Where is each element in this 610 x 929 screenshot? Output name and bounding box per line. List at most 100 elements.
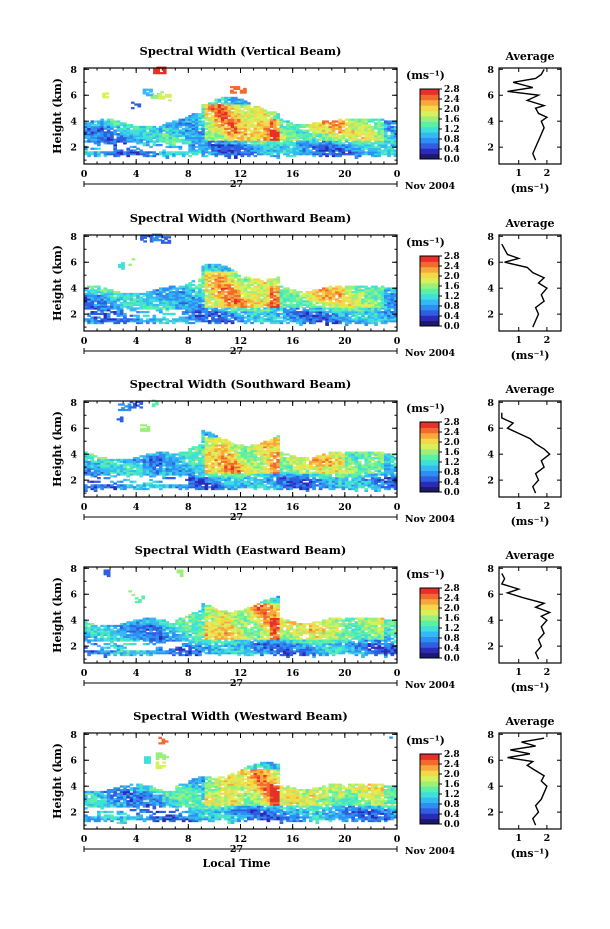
heatmap-cell: [97, 303, 101, 306]
heatmap-cell: [312, 142, 316, 145]
heatmap-cell: [230, 153, 235, 156]
heatmap-cell: [390, 307, 395, 310]
heatmap-cell: [165, 140, 170, 143]
heatmap-cell: [367, 131, 372, 134]
heatmap-cell: [380, 125, 385, 129]
heatmap-cell: [90, 462, 95, 465]
heatmap-cell: [256, 147, 261, 150]
heatmap-cell: [357, 129, 362, 132]
heatmap-cell: [142, 305, 147, 308]
heatmap-cell: [211, 301, 215, 305]
heatmap-cell: [256, 303, 261, 306]
heatmap-cell: [260, 292, 264, 296]
heatmap-cell: [338, 124, 342, 127]
heatmap-cell: [90, 151, 95, 154]
heatmap-cell: [194, 145, 199, 149]
heatmap-cell: [110, 300, 114, 303]
heatmap-cell: [97, 301, 101, 305]
heatmap-cell: [380, 151, 385, 154]
heatmap-cell: [139, 149, 144, 152]
heatmap-cell: [217, 272, 222, 276]
heatmap-cell: [312, 316, 316, 319]
heatmap-cell: [393, 125, 398, 129]
heatmap-cell: [211, 102, 215, 105]
heatmap-cell: [188, 484, 192, 487]
heatmap-cell: [354, 122, 359, 125]
heatmap-cell: [204, 453, 209, 456]
heatmap-cell: [178, 301, 183, 305]
heatmap-cell: [308, 311, 313, 314]
heatmap-cell: [269, 291, 274, 294]
heatmap-cell: [354, 151, 359, 154]
heatmap-cell: [152, 129, 157, 132]
heatmap-cell: [162, 477, 166, 480]
heatmap-cell: [338, 307, 342, 310]
heatmap-cell: [273, 122, 277, 125]
heatmap-cell: [97, 154, 101, 158]
heatmap-cell: [194, 122, 199, 125]
heatmap-cell: [250, 144, 254, 147]
heatmap-cell: [110, 471, 114, 474]
heatmap-cell: [322, 153, 326, 156]
heatmap-cell: [93, 469, 98, 472]
heatmap-cell: [260, 118, 264, 121]
heatmap-cell: [194, 478, 199, 482]
heatmap-cell: [354, 145, 359, 149]
heatmap-cell: [158, 296, 163, 299]
heatmap-cell: [214, 486, 219, 489]
heatmap-cell: [227, 303, 232, 306]
heatmap-cell: [198, 151, 202, 154]
heatmap-cell: [103, 305, 108, 308]
heatmap-cell: [279, 133, 284, 136]
heatmap-cell: [165, 320, 170, 323]
heatmap-cell: [227, 154, 232, 158]
heatmap-cell: [207, 433, 212, 436]
heatmap-cell: [129, 294, 134, 297]
heatmap-cell: [364, 296, 369, 299]
heatmap-cell: [93, 318, 98, 321]
heatmap-cell: [162, 127, 166, 130]
heatmap-cell: [168, 125, 173, 129]
heatmap-cell: [390, 147, 395, 150]
heatmap-cell: [243, 145, 248, 149]
heatmap-cell: [253, 107, 258, 110]
heatmap-cell: [322, 318, 326, 321]
heatmap-cell: [220, 453, 225, 456]
heatmap-cell: [172, 312, 176, 316]
heatmap-cell: [198, 296, 202, 299]
heatmap-cell: [227, 147, 232, 150]
heatmap-cell: [325, 323, 329, 326]
heatmap-cell: [308, 149, 313, 152]
heatmap-cell: [87, 125, 91, 129]
heatmap-cell: [129, 469, 134, 472]
heatmap-cell: [282, 320, 287, 323]
heatmap-cell: [207, 122, 212, 125]
heatmap-cell: [361, 309, 365, 312]
heatmap-cell: [220, 151, 225, 154]
heatmap-cell: [119, 473, 124, 476]
heatmap-cell: [93, 486, 98, 489]
heatmap-cell: [142, 458, 147, 462]
heatmap-cell: [240, 154, 245, 158]
heatmap-cell: [302, 142, 307, 145]
heatmap-cell: [279, 320, 284, 323]
heatmap-cell: [220, 471, 225, 474]
heatmap-cell: [145, 314, 150, 317]
heatmap-cell: [315, 149, 320, 152]
heatmap-cell: [129, 307, 134, 310]
heatmap-cell: [240, 289, 245, 292]
heatmap-cell: [286, 298, 290, 301]
heatmap-cell: [194, 469, 199, 472]
heatmap-cell: [331, 307, 336, 310]
heatmap-cell: [269, 320, 274, 323]
heatmap-cell: [181, 142, 186, 145]
heatmap-cell: [233, 300, 238, 303]
heatmap-cell: [237, 113, 241, 116]
heatmap-cell: [172, 151, 176, 154]
heatmap-cell: [305, 147, 310, 150]
heatmap-cell: [273, 305, 277, 308]
heatmap-cell: [152, 300, 157, 303]
heatmap-cell: [178, 471, 183, 474]
heatmap-cell: [201, 453, 206, 456]
heatmap-cell: [305, 125, 310, 129]
